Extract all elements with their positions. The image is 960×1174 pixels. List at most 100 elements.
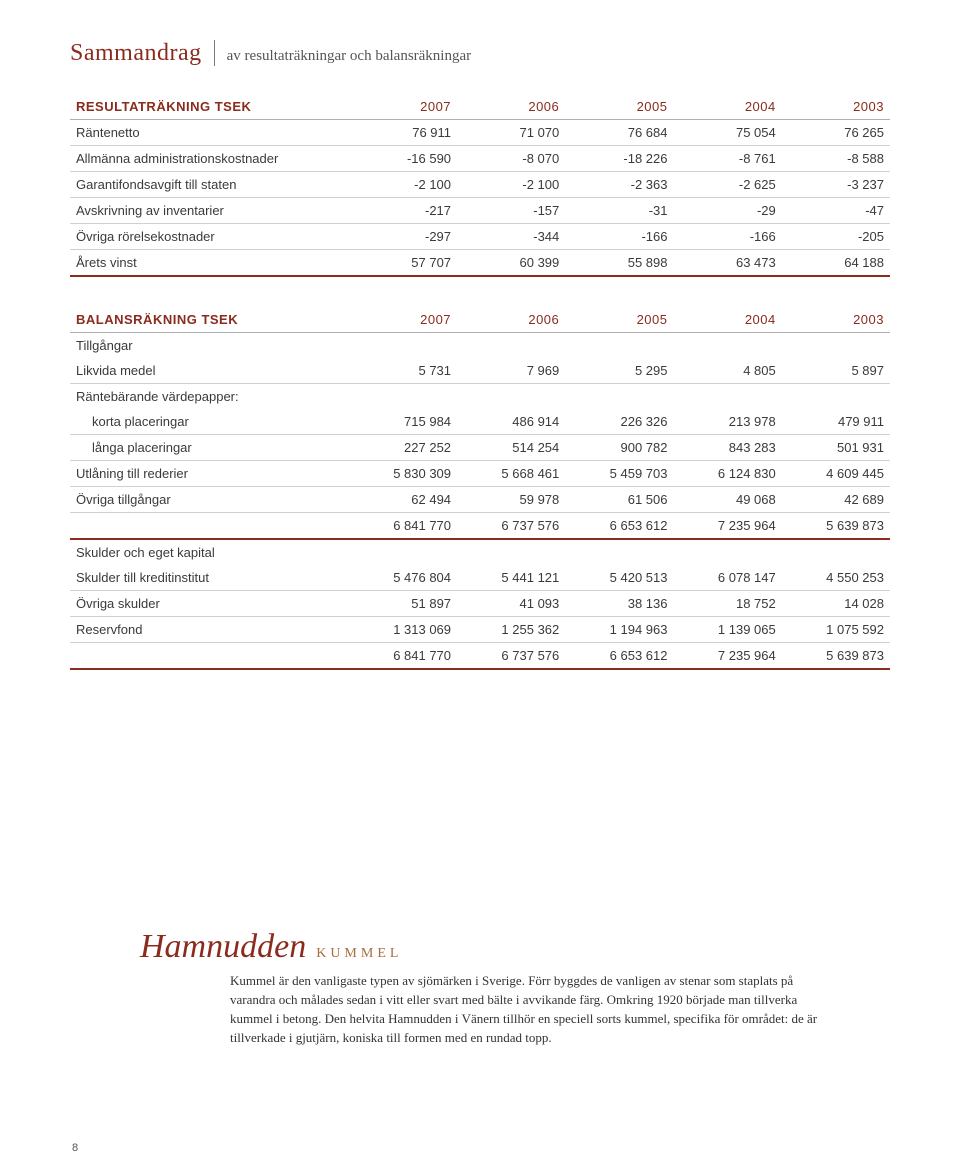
row-value: 4 609 445: [782, 461, 890, 487]
liab-heading: Skulder och eget kapital: [70, 539, 890, 565]
row-value: -2 625: [674, 172, 782, 198]
row-value: 227 252: [349, 435, 457, 461]
row-value: 6 124 830: [674, 461, 782, 487]
row-value: 226 326: [565, 409, 673, 435]
row-value: [674, 384, 782, 410]
balance-table: BALANSRÄKNING TSEK 2007 2006 2005 2004 2…: [70, 307, 890, 670]
row-value: 41 093: [457, 591, 565, 617]
row-value: -18 226: [565, 146, 673, 172]
row-value: -166: [674, 224, 782, 250]
income-table: RESULTATRÄKNING TSEK 2007 2006 2005 2004…: [70, 94, 890, 277]
row-label: Tillgångar: [70, 333, 349, 359]
row-value: 1 139 065: [674, 617, 782, 643]
row-value: 5 420 513: [565, 565, 673, 591]
row-value: [349, 333, 457, 359]
row-label: [70, 513, 349, 540]
year-col: 2005: [565, 307, 673, 333]
row-value: 501 931: [782, 435, 890, 461]
row-value: [457, 333, 565, 359]
row-label: Skulder till kreditinstitut: [70, 565, 349, 591]
balance-header-row: BALANSRÄKNING TSEK 2007 2006 2005 2004 2…: [70, 307, 890, 333]
income-header-row: RESULTATRÄKNING TSEK 2007 2006 2005 2004…: [70, 94, 890, 120]
row-value: -217: [349, 198, 457, 224]
row-label: Övriga rörelsekostnader: [70, 224, 349, 250]
row-label: Allmänna administrationskostnader: [70, 146, 349, 172]
row-value: 900 782: [565, 435, 673, 461]
row-value: [782, 333, 890, 359]
row-label: Övriga skulder: [70, 591, 349, 617]
kummel-caps: KUMMEL: [316, 946, 402, 962]
table-row: Utlåning till rederier5 830 3095 668 461…: [70, 461, 890, 487]
year-col: 2003: [782, 307, 890, 333]
row-value: 1 313 069: [349, 617, 457, 643]
row-value: 76 265: [782, 120, 890, 146]
row-value: 5 639 873: [782, 513, 890, 540]
row-value: 59 978: [457, 487, 565, 513]
row-label: Skulder och eget kapital: [70, 539, 349, 565]
row-label: Utlåning till rederier: [70, 461, 349, 487]
row-label: Avskrivning av inventarier: [70, 198, 349, 224]
row-value: [565, 333, 673, 359]
page-title-row: Sammandrag av resultaträkningar och bala…: [70, 40, 890, 66]
row-label: korta placeringar: [70, 409, 349, 435]
row-value: [782, 384, 890, 410]
row-value: [565, 384, 673, 410]
row-value: 60 399: [457, 250, 565, 277]
balance-heading: BALANSRÄKNING TSEK: [70, 307, 349, 333]
row-value: 6 653 612: [565, 513, 673, 540]
row-label: Räntenetto: [70, 120, 349, 146]
row-value: [457, 384, 565, 410]
page-number: 8: [72, 1142, 78, 1154]
row-value: 64 188: [782, 250, 890, 277]
row-value: -8 588: [782, 146, 890, 172]
row-value: 18 752: [674, 591, 782, 617]
row-value: [457, 539, 565, 565]
liab-total-row: 6 841 7706 737 5766 653 6127 235 9645 63…: [70, 643, 890, 670]
row-value: [674, 539, 782, 565]
income-heading: RESULTATRÄKNING TSEK: [70, 94, 349, 120]
row-value: -3 237: [782, 172, 890, 198]
row-value: 6 841 770: [349, 643, 457, 670]
row-value: 14 028: [782, 591, 890, 617]
kummel-body: Kummel är den vanligaste typen av sjömär…: [230, 972, 830, 1047]
row-value: 5 668 461: [457, 461, 565, 487]
row-value: 7 235 964: [674, 513, 782, 540]
row-value: 5 639 873: [782, 643, 890, 670]
row-value: [349, 539, 457, 565]
table-row: Räntenetto76 91171 07076 68475 05476 265: [70, 120, 890, 146]
page-subtitle: av resultaträkningar och balansräkningar: [227, 48, 471, 65]
row-value: [349, 384, 457, 410]
year-col: 2007: [349, 94, 457, 120]
row-value: 486 914: [457, 409, 565, 435]
year-col: 2006: [457, 307, 565, 333]
row-value: -31: [565, 198, 673, 224]
year-col: 2005: [565, 94, 673, 120]
row-value: [565, 539, 673, 565]
row-value: 63 473: [674, 250, 782, 277]
row-value: 6 737 576: [457, 643, 565, 670]
row-label: Likvida medel: [70, 358, 349, 384]
assets-heading: Tillgångar: [70, 333, 890, 359]
row-value: 6 078 147: [674, 565, 782, 591]
row-value: 6 841 770: [349, 513, 457, 540]
row-value: 7 969: [457, 358, 565, 384]
rb-label-row: Räntebärande värdepapper:: [70, 384, 890, 410]
row-value: 38 136: [565, 591, 673, 617]
table-row: Övriga tillgångar62 49459 97861 50649 06…: [70, 487, 890, 513]
table-row: Reservfond1 313 0691 255 3621 194 9631 1…: [70, 617, 890, 643]
table-row: Likvida medel5 7317 9695 2954 8055 897: [70, 358, 890, 384]
table-row: Avskrivning av inventarier-217-157-31-29…: [70, 198, 890, 224]
row-value: 5 295: [565, 358, 673, 384]
row-label: Räntebärande värdepapper:: [70, 384, 349, 410]
row-value: -8 070: [457, 146, 565, 172]
row-value: 49 068: [674, 487, 782, 513]
table-row: Allmänna administrationskostnader-16 590…: [70, 146, 890, 172]
row-label: Reservfond: [70, 617, 349, 643]
year-col: 2004: [674, 94, 782, 120]
row-value: -29: [674, 198, 782, 224]
row-value: 715 984: [349, 409, 457, 435]
row-value: 4 550 253: [782, 565, 890, 591]
row-value: -8 761: [674, 146, 782, 172]
row-value: -157: [457, 198, 565, 224]
row-value: -2 100: [349, 172, 457, 198]
